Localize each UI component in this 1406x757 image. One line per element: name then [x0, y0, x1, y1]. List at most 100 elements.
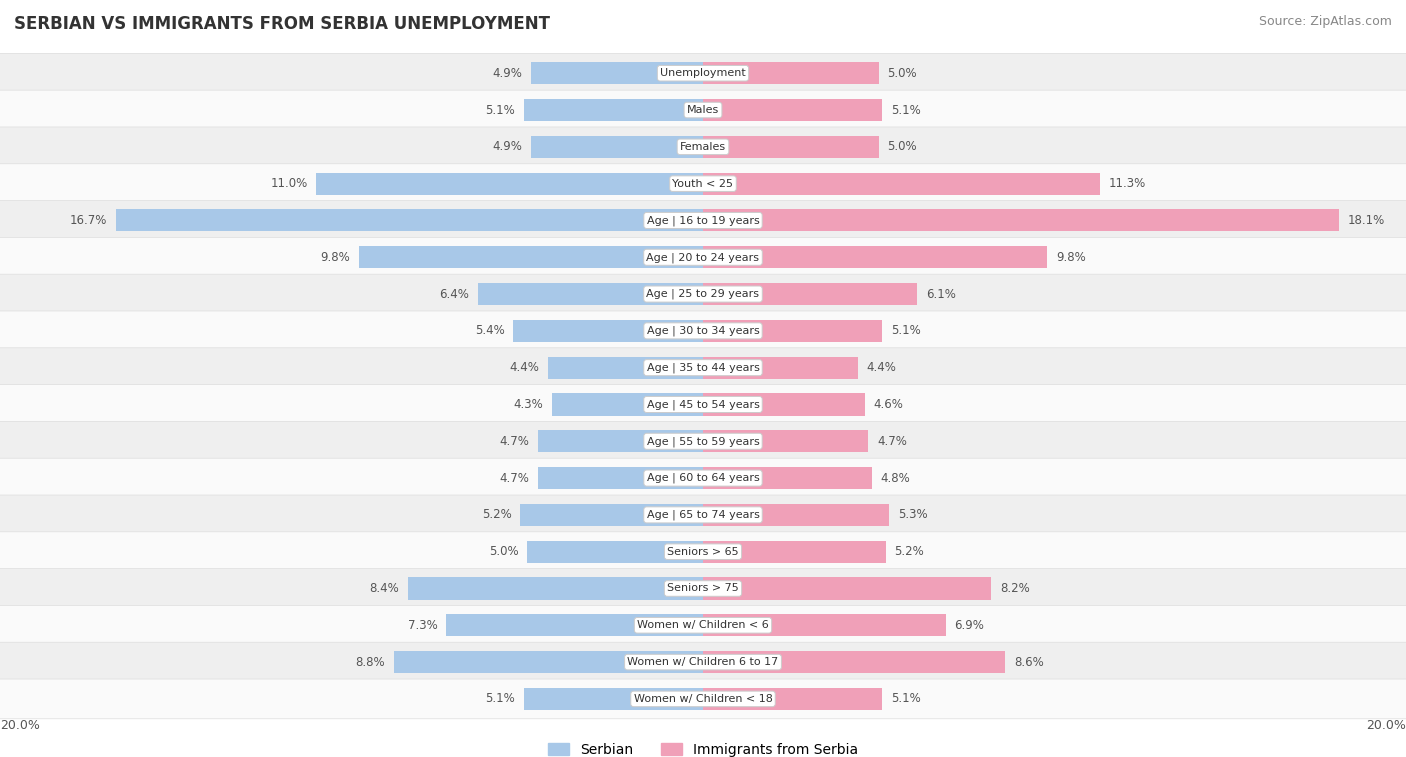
Bar — [703, 578, 991, 600]
FancyBboxPatch shape — [0, 201, 1406, 240]
Text: 5.4%: 5.4% — [475, 324, 505, 338]
Text: 4.4%: 4.4% — [510, 361, 540, 374]
Text: Women w/ Children < 18: Women w/ Children < 18 — [634, 694, 772, 704]
FancyBboxPatch shape — [0, 90, 1406, 130]
Text: Source: ZipAtlas.com: Source: ZipAtlas.com — [1258, 15, 1392, 28]
Bar — [478, 283, 703, 305]
Text: 11.0%: 11.0% — [270, 177, 308, 190]
FancyBboxPatch shape — [0, 53, 1406, 93]
FancyBboxPatch shape — [0, 422, 1406, 461]
Text: 5.1%: 5.1% — [485, 104, 515, 117]
Text: 5.1%: 5.1% — [891, 324, 921, 338]
FancyBboxPatch shape — [0, 127, 1406, 167]
Text: Males: Males — [688, 105, 718, 115]
Text: SERBIAN VS IMMIGRANTS FROM SERBIA UNEMPLOYMENT: SERBIAN VS IMMIGRANTS FROM SERBIA UNEMPL… — [14, 15, 550, 33]
Text: Unemployment: Unemployment — [661, 68, 745, 78]
Text: 5.1%: 5.1% — [891, 693, 921, 706]
Text: 4.7%: 4.7% — [499, 435, 529, 448]
Text: Women w/ Children 6 to 17: Women w/ Children 6 to 17 — [627, 657, 779, 667]
Text: Age | 55 to 59 years: Age | 55 to 59 years — [647, 436, 759, 447]
Bar — [703, 504, 889, 526]
Text: Age | 60 to 64 years: Age | 60 to 64 years — [647, 473, 759, 483]
Bar — [394, 651, 703, 673]
Bar — [115, 210, 703, 232]
Bar — [316, 173, 703, 195]
Bar — [703, 614, 945, 637]
Text: 6.4%: 6.4% — [440, 288, 470, 301]
Text: 18.1%: 18.1% — [1348, 214, 1385, 227]
Bar — [703, 136, 879, 158]
Text: 16.7%: 16.7% — [70, 214, 107, 227]
Text: 5.2%: 5.2% — [894, 545, 924, 558]
FancyBboxPatch shape — [0, 532, 1406, 572]
Text: Age | 25 to 29 years: Age | 25 to 29 years — [647, 289, 759, 299]
Bar — [703, 688, 883, 710]
FancyBboxPatch shape — [0, 274, 1406, 314]
FancyBboxPatch shape — [0, 679, 1406, 719]
Text: 4.9%: 4.9% — [492, 67, 522, 79]
FancyBboxPatch shape — [0, 606, 1406, 645]
Text: Age | 20 to 24 years: Age | 20 to 24 years — [647, 252, 759, 263]
Text: 11.3%: 11.3% — [1109, 177, 1146, 190]
FancyBboxPatch shape — [0, 238, 1406, 277]
Text: 7.3%: 7.3% — [408, 618, 437, 632]
Text: 5.1%: 5.1% — [891, 104, 921, 117]
Text: 5.0%: 5.0% — [887, 140, 917, 154]
Bar — [703, 246, 1047, 268]
Text: Age | 30 to 34 years: Age | 30 to 34 years — [647, 326, 759, 336]
Bar — [527, 540, 703, 562]
Text: 9.8%: 9.8% — [1056, 251, 1085, 263]
Text: 8.2%: 8.2% — [1000, 582, 1029, 595]
Bar — [548, 357, 703, 378]
Bar — [703, 394, 865, 416]
Text: 4.6%: 4.6% — [873, 398, 903, 411]
Bar — [703, 173, 1099, 195]
Bar — [537, 430, 703, 453]
FancyBboxPatch shape — [0, 642, 1406, 682]
Text: 8.4%: 8.4% — [370, 582, 399, 595]
Text: 5.3%: 5.3% — [898, 509, 928, 522]
Bar — [703, 99, 883, 121]
Text: 4.7%: 4.7% — [877, 435, 907, 448]
Text: 4.7%: 4.7% — [499, 472, 529, 484]
Text: 4.4%: 4.4% — [866, 361, 896, 374]
Legend: Serbian, Immigrants from Serbia: Serbian, Immigrants from Serbia — [543, 737, 863, 757]
Text: 4.9%: 4.9% — [492, 140, 522, 154]
Bar — [703, 210, 1340, 232]
Bar — [703, 430, 869, 453]
Text: 5.0%: 5.0% — [887, 67, 917, 79]
Bar — [703, 540, 886, 562]
FancyBboxPatch shape — [0, 311, 1406, 350]
Bar — [703, 467, 872, 489]
Text: 9.8%: 9.8% — [321, 251, 350, 263]
Text: 6.9%: 6.9% — [955, 618, 984, 632]
Bar — [513, 319, 703, 342]
Text: 20.0%: 20.0% — [1367, 719, 1406, 732]
Text: 4.8%: 4.8% — [880, 472, 910, 484]
Bar — [703, 283, 917, 305]
Bar — [703, 357, 858, 378]
Text: 20.0%: 20.0% — [0, 719, 39, 732]
Text: 5.2%: 5.2% — [482, 509, 512, 522]
Bar — [524, 688, 703, 710]
Bar — [703, 62, 879, 84]
Text: Age | 65 to 74 years: Age | 65 to 74 years — [647, 509, 759, 520]
Bar — [359, 246, 703, 268]
FancyBboxPatch shape — [0, 458, 1406, 498]
Text: Seniors > 65: Seniors > 65 — [668, 547, 738, 556]
Bar — [531, 136, 703, 158]
Text: Women w/ Children < 6: Women w/ Children < 6 — [637, 620, 769, 631]
Bar — [531, 62, 703, 84]
Text: Age | 35 to 44 years: Age | 35 to 44 years — [647, 363, 759, 373]
Text: Seniors > 75: Seniors > 75 — [666, 584, 740, 593]
FancyBboxPatch shape — [0, 385, 1406, 425]
FancyBboxPatch shape — [0, 495, 1406, 534]
Text: 4.3%: 4.3% — [513, 398, 543, 411]
Bar — [408, 578, 703, 600]
Text: Females: Females — [681, 142, 725, 152]
Bar — [703, 319, 883, 342]
Bar — [447, 614, 703, 637]
Text: Youth < 25: Youth < 25 — [672, 179, 734, 188]
Text: Age | 45 to 54 years: Age | 45 to 54 years — [647, 399, 759, 410]
FancyBboxPatch shape — [0, 164, 1406, 204]
